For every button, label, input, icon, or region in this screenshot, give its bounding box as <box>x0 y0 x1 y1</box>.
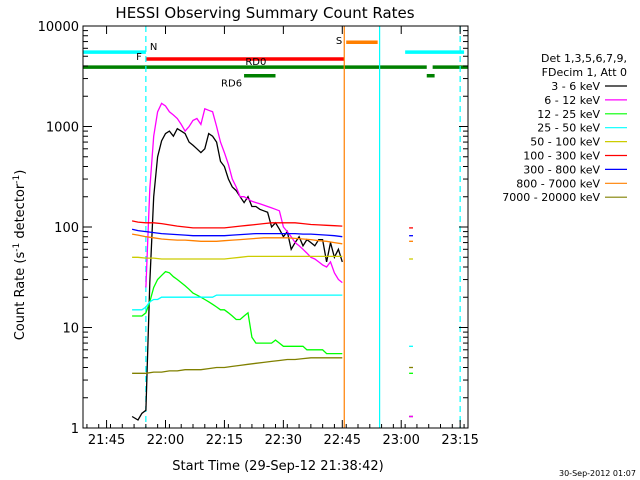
series-line-4 <box>132 255 343 260</box>
y-axis-label-mid: detector <box>13 183 28 243</box>
legend-entry: 800 - 7000 keV <box>516 177 600 190</box>
legend-entry: 50 - 100 keV <box>530 136 600 149</box>
y-axis-label-end: ) <box>13 170 28 175</box>
legend-entry: 100 - 300 keV <box>523 150 600 163</box>
legend-entry: 6 - 12 keV <box>544 94 600 107</box>
series-line-6 <box>131 228 343 238</box>
x-tick-label: 22:30 <box>265 433 302 448</box>
y-tick-label: 10 <box>62 322 79 337</box>
y-axis-label-sup2: -1 <box>12 175 22 184</box>
x-axis-label: Start Time (29-Sep-12 21:38:42) <box>172 459 383 474</box>
legend-entry: 3 - 6 keV <box>551 80 600 93</box>
series-line-1 <box>145 102 343 288</box>
y-tick-label: 100 <box>54 221 79 236</box>
legend-header: Det 1,3,5,6,7,9, <box>541 52 627 65</box>
legend-header: FDecim 1, Att 0 <box>542 66 627 79</box>
x-tick-label: 22:15 <box>206 433 243 448</box>
x-tick-label: 22:45 <box>324 433 361 448</box>
y-tick-label: 1000 <box>46 121 79 136</box>
series-line-3 <box>132 294 343 311</box>
legend-entry: 25 - 50 keV <box>537 122 600 135</box>
flag-label-rd0: RD0 <box>245 57 266 68</box>
x-axis: 21:45 22:00 22:15 22:30 22:45 23:00 23:15 <box>86 26 479 448</box>
x-tick-label: 23:15 <box>441 433 478 448</box>
series-layer <box>131 102 413 421</box>
y-axis-label: Count Rate (s-1 detector-1) <box>12 170 28 341</box>
x-tick-label: 23:00 <box>382 433 419 448</box>
timestamp: 30-Sep-2012 01:07 <box>559 469 636 478</box>
y-tick-label: 1 <box>71 422 79 437</box>
y-axis-label-sup1: -1 <box>12 243 22 252</box>
flag-label-rd6: RD6 <box>221 79 242 90</box>
series-line-2 <box>132 270 343 355</box>
series-line-8 <box>132 357 343 374</box>
x-tick-label: 22:00 <box>147 433 184 448</box>
flag-label-s: S <box>336 36 342 47</box>
chart-title: HESSI Observing Summary Count Rates <box>115 4 414 22</box>
y-axis-label-main: Count Rate (s <box>13 252 28 341</box>
series-line-5 <box>131 220 343 229</box>
y-tick-label: 10000 <box>38 20 79 35</box>
legend-entry: 300 - 800 keV <box>523 163 600 176</box>
flag-label-n: N <box>150 42 157 53</box>
flag-label-f: F <box>136 52 142 63</box>
legend-entry: 7000 - 20000 keV <box>502 191 600 204</box>
legend-entry: 12 - 25 keV <box>537 108 600 121</box>
legend: Det 1,3,5,6,7,9,FDecim 1, Att 03 - 6 keV… <box>502 52 627 204</box>
series-line-7 <box>131 233 343 245</box>
y-axis: 1 10 100 1000 10000 <box>38 20 468 437</box>
x-tick-label: 21:45 <box>88 433 125 448</box>
series-line-0 <box>131 127 343 421</box>
